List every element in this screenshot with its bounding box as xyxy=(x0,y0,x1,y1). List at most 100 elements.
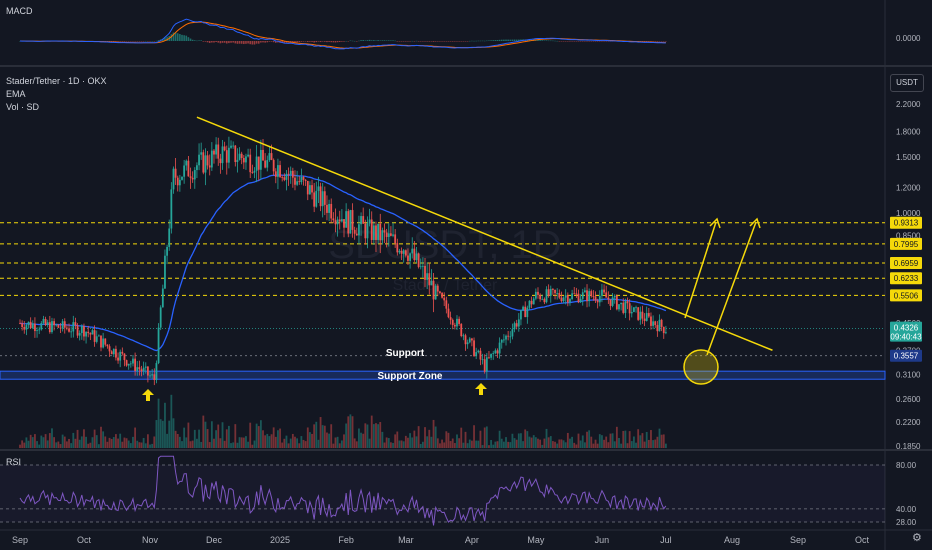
macd-histogram-bar xyxy=(556,40,558,42)
candle-body xyxy=(262,149,264,161)
candle-body xyxy=(581,292,584,299)
candle-body xyxy=(74,322,77,326)
candle-body xyxy=(306,180,309,195)
volume-bar xyxy=(283,438,286,448)
candle-body xyxy=(270,153,273,160)
candle-body xyxy=(300,176,303,183)
macd-histogram-bar xyxy=(520,39,522,41)
candle-body xyxy=(25,325,28,330)
macd-histogram-bar xyxy=(441,41,443,42)
volume-bar xyxy=(336,436,339,448)
macd-histogram-bar xyxy=(654,41,657,42)
candle-body xyxy=(460,323,463,337)
volume-bars xyxy=(19,394,667,448)
volume-bar xyxy=(176,433,179,448)
time-axis[interactable]: Sep Oct Nov Dec 2025 Feb Mar Apr May Jun Jul Aug Sep… xyxy=(12,535,870,545)
macd-histogram-bar xyxy=(481,40,484,42)
chart-title[interactable]: Stader/Tether · 1D · OKX xyxy=(6,76,107,86)
macd-histogram-bar xyxy=(208,41,211,43)
ema-indicator-label[interactable]: EMA xyxy=(6,89,26,99)
volume-bar xyxy=(172,418,175,448)
candle-body xyxy=(594,296,597,301)
settings-gear-icon[interactable]: ⚙ xyxy=(912,532,922,544)
rsi-axis[interactable]: 80.00 40.00 28.00 xyxy=(896,461,917,527)
rsi-pane xyxy=(0,455,885,526)
candle-body xyxy=(449,317,452,320)
macd-histogram-bar xyxy=(181,34,183,41)
volume-bar xyxy=(277,430,279,448)
volume-bar xyxy=(272,427,275,448)
macd-histogram-bar xyxy=(477,40,480,42)
volume-bar xyxy=(394,434,397,448)
volume-indicator-label[interactable]: Vol · SD xyxy=(6,102,40,112)
volume-bar xyxy=(181,441,183,448)
volume-bar xyxy=(223,440,226,448)
volume-bar xyxy=(656,436,659,448)
candle-body xyxy=(274,171,277,177)
volume-bar xyxy=(112,437,115,448)
macd-histogram-bar xyxy=(334,41,337,43)
candle-body xyxy=(611,297,614,306)
volume-bar xyxy=(630,441,633,448)
currency-button[interactable]: USDT xyxy=(890,74,924,92)
macd-histogram-bar xyxy=(130,41,132,42)
candle-body xyxy=(347,211,350,234)
volume-bar xyxy=(633,436,635,448)
candle-body xyxy=(338,219,341,222)
candle-body xyxy=(155,363,158,380)
candle-body xyxy=(85,331,87,337)
volume-bar xyxy=(281,442,284,448)
macd-histogram-bar xyxy=(596,41,599,42)
support-zone-band xyxy=(0,370,886,380)
macd-histogram-bar xyxy=(215,41,217,43)
volume-bar xyxy=(217,424,220,448)
volume-bar xyxy=(102,431,105,448)
volume-bar xyxy=(419,443,422,448)
volume-bar xyxy=(507,441,510,448)
candle-body xyxy=(247,154,249,157)
volume-bar xyxy=(396,431,399,448)
volume-bar xyxy=(622,430,625,448)
macd-histogram-bar xyxy=(187,37,190,41)
macd-histogram-bar xyxy=(398,41,401,42)
volume-bar xyxy=(38,444,41,448)
candle-body xyxy=(477,350,480,353)
macd-histogram-bar xyxy=(590,41,593,42)
candle-body xyxy=(268,153,271,161)
volume-bar xyxy=(132,436,134,448)
candle-body xyxy=(93,330,96,342)
macd-histogram-bar xyxy=(245,41,247,44)
candle-body xyxy=(360,216,362,225)
volume-bar xyxy=(449,441,452,448)
volume-bar xyxy=(381,431,384,448)
macd-histogram-bar xyxy=(475,40,477,42)
time-tick-label: Dec xyxy=(206,535,223,545)
candle-body xyxy=(172,168,175,190)
volume-bar xyxy=(560,439,563,448)
macd-histogram-bar xyxy=(409,41,411,42)
volume-bar xyxy=(615,426,618,448)
macd-histogram-bar xyxy=(513,39,516,41)
macd-histogram-bar xyxy=(294,41,296,43)
candle-body xyxy=(319,186,322,207)
candle-body xyxy=(381,230,384,241)
macd-histogram-bar xyxy=(537,39,539,41)
volume-bar xyxy=(466,443,469,448)
macd-line xyxy=(19,18,666,50)
volume-bar xyxy=(287,443,290,448)
macd-histogram-bar xyxy=(490,40,492,41)
candle-body xyxy=(507,335,510,337)
volume-bar xyxy=(119,433,122,448)
candle-body xyxy=(340,219,343,222)
candle-body xyxy=(458,318,461,324)
descending-trendline xyxy=(196,116,773,351)
candle-body xyxy=(106,344,109,347)
candle-body xyxy=(402,250,405,254)
macd-histogram-bar xyxy=(315,41,318,43)
volume-bar xyxy=(44,434,47,448)
volume-bar xyxy=(387,438,390,448)
macd-histogram-bar xyxy=(641,41,644,42)
macd-histogram-bar xyxy=(577,41,580,42)
macd-histogram-bar xyxy=(119,41,121,42)
